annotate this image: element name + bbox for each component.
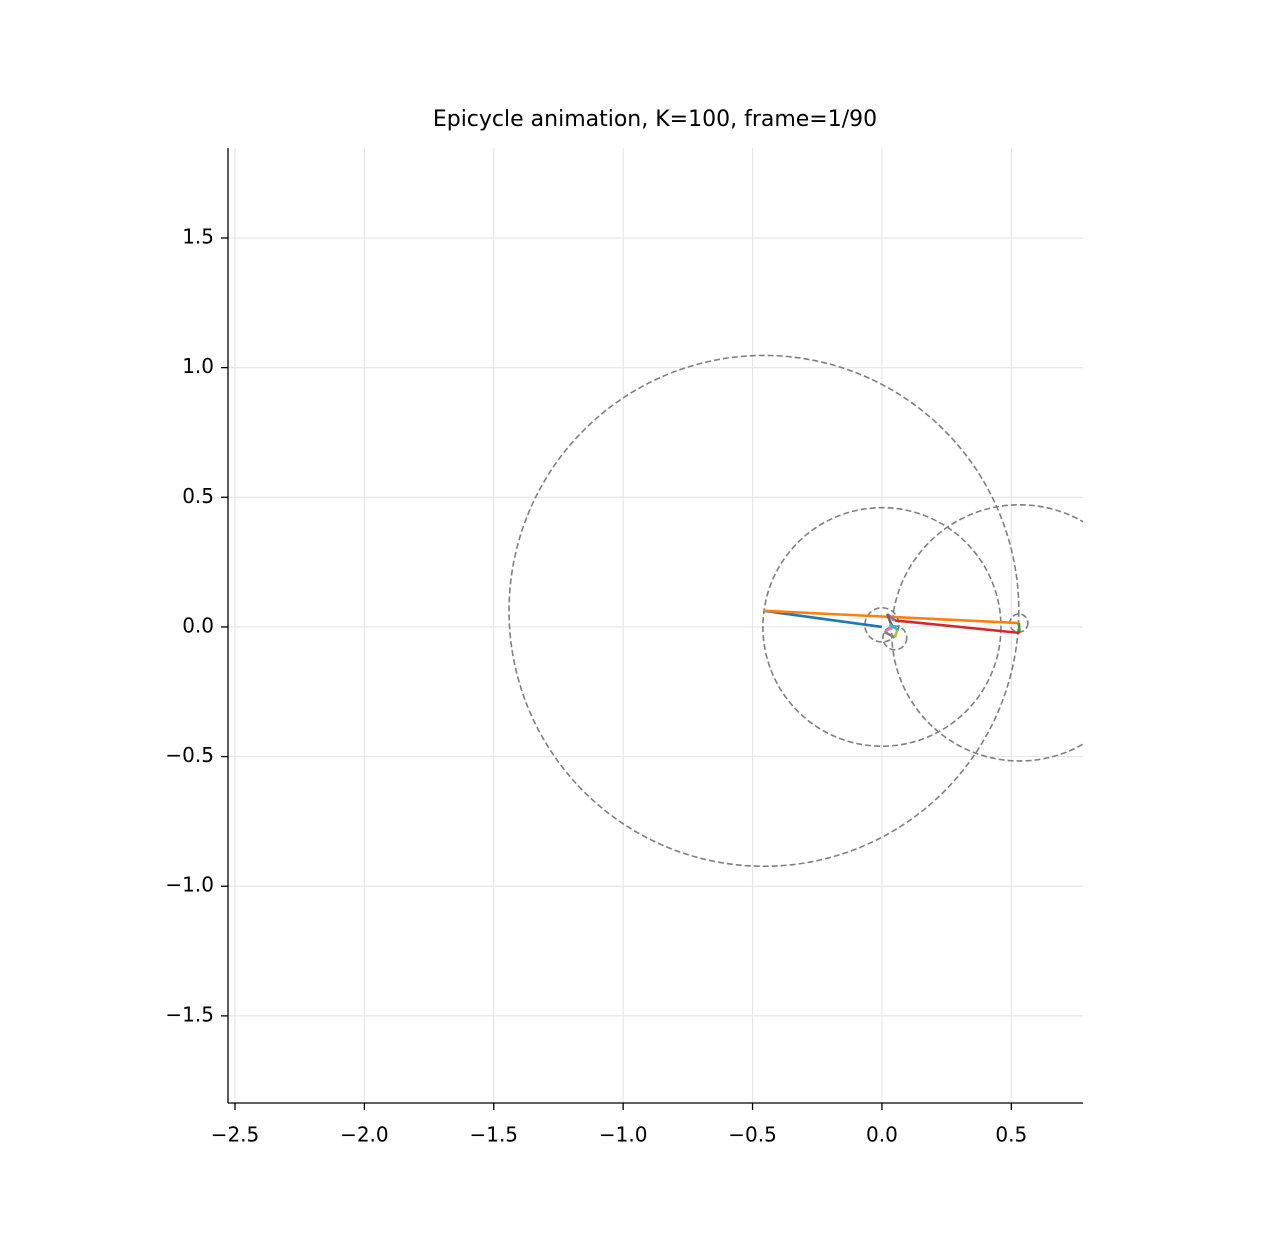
plot-area xyxy=(508,354,1083,868)
chart-title: Epicycle animation, K=100, frame=1/90 xyxy=(433,107,877,132)
epicycle-circle xyxy=(891,504,1083,762)
epicycle-vector xyxy=(894,619,1020,635)
x-tick-label: −0.5 xyxy=(728,1123,777,1147)
epicycle-circle xyxy=(508,354,1020,868)
epicycle-vector xyxy=(763,609,883,629)
epicycle-vector xyxy=(883,625,894,634)
grid xyxy=(228,148,1083,1103)
epicycle-circle xyxy=(762,506,1002,748)
y-tick-label: −0.5 xyxy=(165,743,214,767)
y-tick-label: −1.0 xyxy=(165,873,214,897)
epicycle-vector xyxy=(1017,622,1021,633)
epicycle-vector xyxy=(893,629,899,638)
epicycle-circle xyxy=(882,625,908,651)
y-tick-label: −1.5 xyxy=(165,1002,214,1026)
y-tick-label: 0.5 xyxy=(182,484,214,508)
epicycle-vector xyxy=(883,630,896,639)
epicycle-circle xyxy=(864,606,900,643)
y-tick-label: 1.0 xyxy=(182,354,214,378)
x-tick-label: −2.0 xyxy=(340,1123,389,1147)
x-tick-label: −1.0 xyxy=(599,1123,648,1147)
y-tick-label: 0.0 xyxy=(182,613,214,637)
epicycle-vector xyxy=(888,623,899,631)
x-tick-label: −1.5 xyxy=(469,1123,518,1147)
x-tick-label: 0.0 xyxy=(866,1123,898,1147)
y-tick-label: 1.5 xyxy=(182,224,214,248)
x-tick-label: 0.5 xyxy=(995,1123,1027,1147)
x-tick-label: −2.5 xyxy=(211,1123,260,1147)
